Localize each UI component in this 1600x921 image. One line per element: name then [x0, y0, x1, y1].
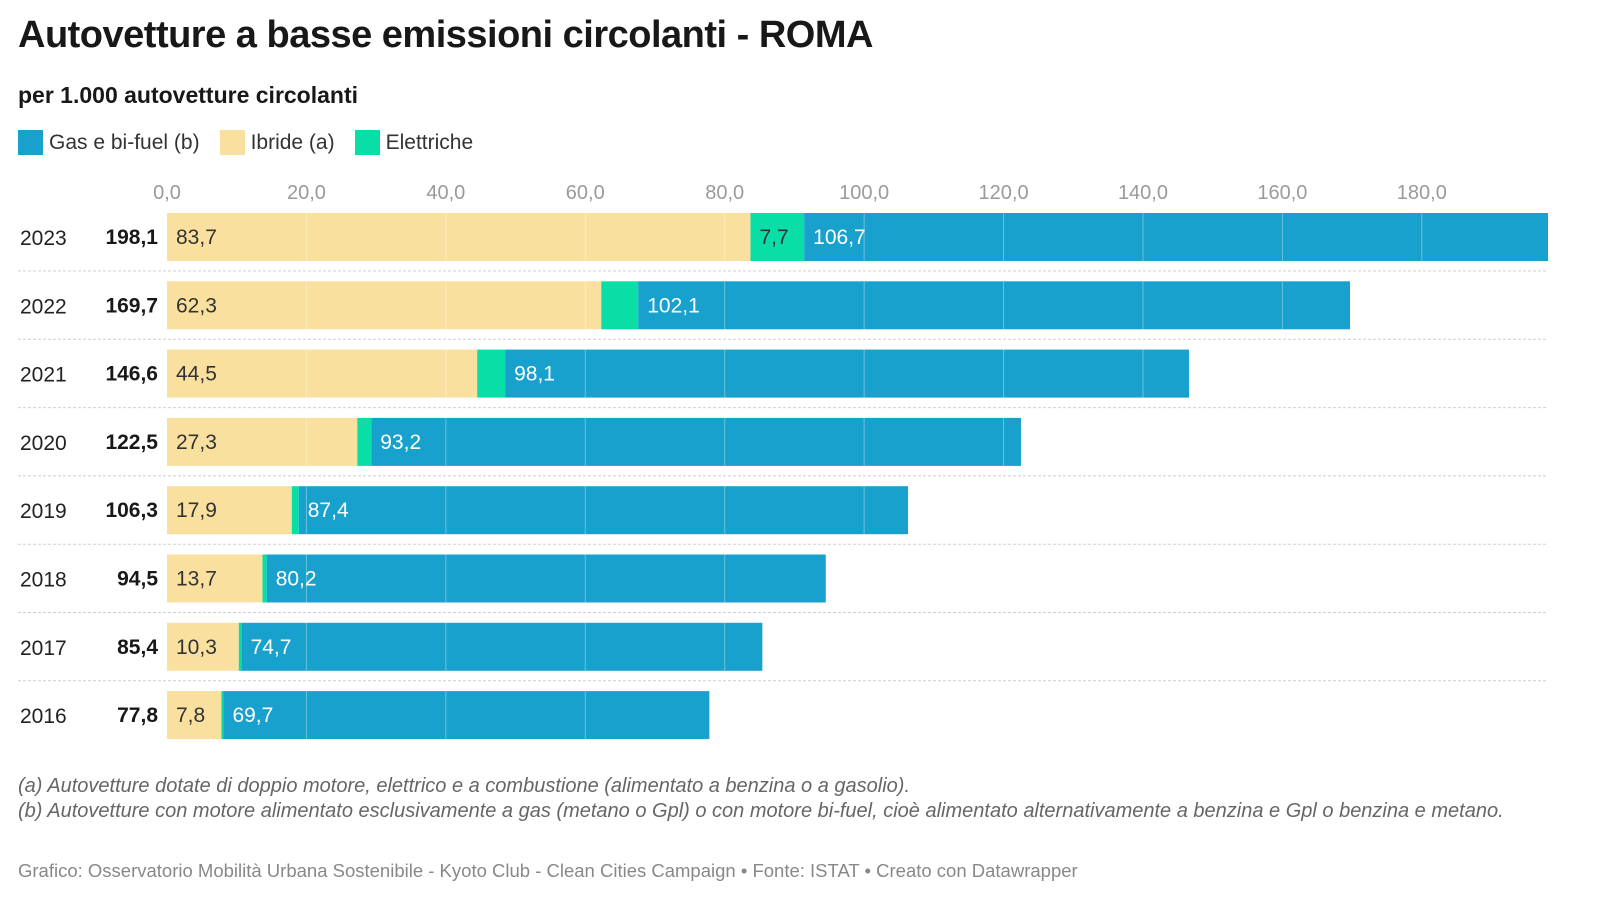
data-label: 17,9 [176, 499, 217, 522]
bar-segment [505, 349, 1189, 398]
source-credit: Grafico: Osservatorio Mobilità Urbana So… [18, 860, 1078, 881]
x-tick-label: 120,0 [979, 182, 1029, 204]
category-label: 2021 [20, 364, 67, 387]
total-label: 122,5 [105, 431, 158, 454]
category-label: 2016 [20, 705, 67, 728]
data-label: 69,7 [232, 704, 273, 727]
x-tick-label: 140,0 [1118, 182, 1168, 204]
stacked-bar-chart: 0,0 20,0 40,0 60,0 80,0 100,0 120,0 140,0 160,0 1… [18, 182, 1548, 740]
bar-segment [167, 213, 751, 261]
data-label: 102,1 [647, 294, 700, 317]
bar-segment [477, 349, 506, 398]
bar-segment [804, 213, 1548, 261]
x-tick-label: 160,0 [1257, 182, 1307, 204]
category-label: 2018 [20, 569, 67, 592]
category-label: 2020 [20, 432, 67, 455]
bar-segment [167, 349, 478, 398]
x-tick-label: 180,0 [1397, 182, 1447, 204]
total-label: 198,1 [105, 226, 158, 249]
data-label: 87,4 [308, 499, 349, 522]
legend-label-elettriche: Elettriche [385, 130, 474, 154]
bar-segment [167, 417, 358, 466]
bar-segment [298, 486, 909, 535]
x-tick-label: 40,0 [426, 182, 465, 204]
bar-segment [167, 622, 239, 671]
bar-segment [238, 622, 242, 671]
footnote-b: (b) Autovetture con motore alimentato es… [18, 800, 1504, 822]
x-tick-label: 60,0 [566, 182, 605, 204]
bar-segment [371, 417, 1021, 466]
legend-swatch-gas [18, 130, 43, 155]
total-label: 77,8 [117, 704, 158, 727]
total-label: 106,3 [105, 499, 158, 522]
bar-segment [357, 417, 372, 466]
data-label: 98,1 [514, 363, 555, 386]
bar-segment [291, 486, 299, 535]
category-label: 2019 [20, 500, 67, 523]
data-label: 27,3 [176, 431, 217, 454]
legend: Gas e bi-fuel (b) Ibride (a) Elettriche [18, 130, 493, 155]
x-tick-label: 100,0 [839, 182, 889, 204]
bar-segment [266, 554, 826, 603]
bar-segment [167, 554, 263, 603]
data-label: 106,7 [813, 226, 866, 249]
bar-segment [221, 691, 224, 740]
data-label: 93,2 [380, 431, 421, 454]
data-label: 7,7 [759, 226, 788, 249]
category-label: 2022 [20, 295, 67, 318]
footnote-a: (a) Autovetture dotate di doppio motore,… [18, 775, 911, 797]
data-label: 7,8 [176, 704, 205, 727]
category-label: 2023 [20, 227, 67, 250]
total-label: 85,4 [117, 636, 158, 659]
bar-segment [223, 691, 710, 740]
total-label: 94,5 [117, 568, 158, 591]
bar-segment [167, 281, 602, 330]
chart-title: Autovetture a basse emissioni circolanti… [18, 14, 873, 56]
legend-label-gas: Gas e bi-fuel (b) [49, 130, 200, 154]
data-label: 62,3 [176, 294, 217, 317]
x-tick-label: 20,0 [287, 182, 326, 204]
legend-label-ibride: Ibride (a) [250, 130, 335, 154]
data-label: 13,7 [176, 568, 217, 591]
bar-segment [241, 622, 763, 671]
data-label: 80,2 [276, 568, 317, 591]
legend-item-gas: Gas e bi-fuel (b) [18, 130, 200, 155]
data-label: 74,7 [251, 636, 292, 659]
legend-item-ibride: Ibride (a) [219, 130, 335, 155]
legend-swatch-ibride [219, 130, 245, 155]
data-label: 10,3 [176, 636, 217, 659]
bar-segment [167, 691, 222, 740]
total-label: 169,7 [105, 294, 158, 317]
total-label: 146,6 [105, 363, 158, 386]
legend-swatch-elettriche [354, 130, 380, 155]
x-tick-label: 0,0 [153, 182, 181, 204]
bar-segment [601, 281, 639, 330]
x-tick-label: 80,0 [705, 182, 744, 204]
bar-segment [167, 486, 292, 535]
chart-subtitle: per 1.000 autovetture circolanti [18, 82, 359, 108]
bar-segment [638, 281, 1351, 330]
footnotes: (a) Autovetture dotate di doppio motore,… [18, 774, 1578, 824]
category-label: 2017 [20, 637, 67, 660]
data-label: 44,5 [176, 363, 217, 386]
bar-segment [262, 554, 267, 603]
bar-segment [750, 213, 805, 261]
legend-item-elettriche: Elettriche [354, 130, 474, 155]
data-label: 83,7 [176, 226, 217, 249]
